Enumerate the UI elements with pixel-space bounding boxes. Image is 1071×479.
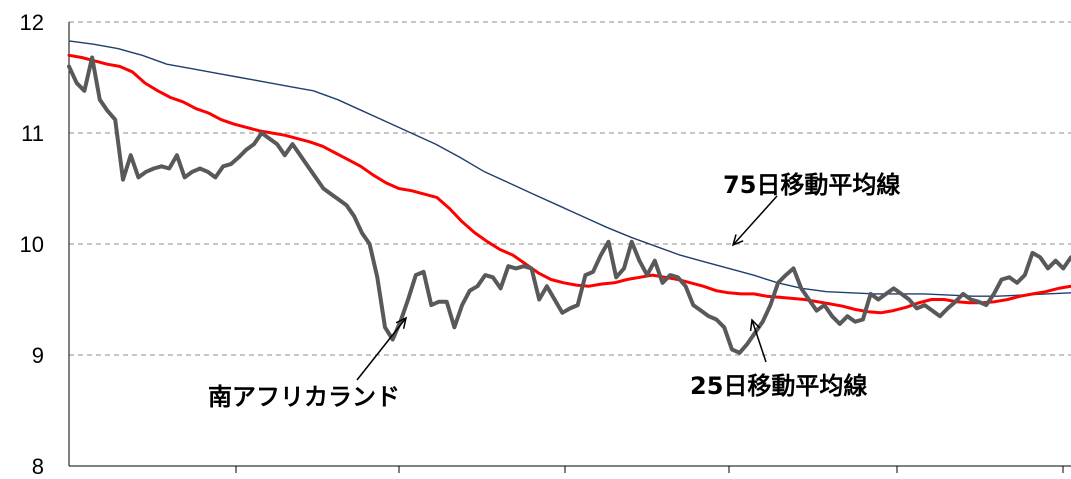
x-axis-ticks <box>235 466 1064 473</box>
arrow-25dma <box>751 319 767 363</box>
y-tick-label: 9 <box>32 343 44 368</box>
series-lines <box>67 40 1071 355</box>
arrow-25dma-head <box>749 318 761 332</box>
annotation-zar: 南アフリカランド <box>208 383 400 411</box>
y-tick-label: 12 <box>20 10 44 35</box>
y-tick-label: 8 <box>32 454 44 479</box>
annotation-75dma: 75日移動平均線 <box>723 171 900 199</box>
series-line-zar <box>67 55 1071 355</box>
arrow-zar-head <box>395 316 408 329</box>
y-tick-label: 10 <box>20 232 44 257</box>
y-tick-label: 11 <box>21 121 44 146</box>
arrow-zar <box>356 317 407 381</box>
grid-lines <box>69 21 1071 356</box>
y-tick-labels: 8 9 10 11 12 <box>20 10 44 479</box>
annotation-25dma: 25日移動平均線 <box>690 372 867 400</box>
annotation-arrows <box>356 195 778 381</box>
arrow-75dma-head <box>731 234 744 247</box>
series-line-25dma <box>67 53 1071 315</box>
arrow-75dma <box>732 195 778 246</box>
